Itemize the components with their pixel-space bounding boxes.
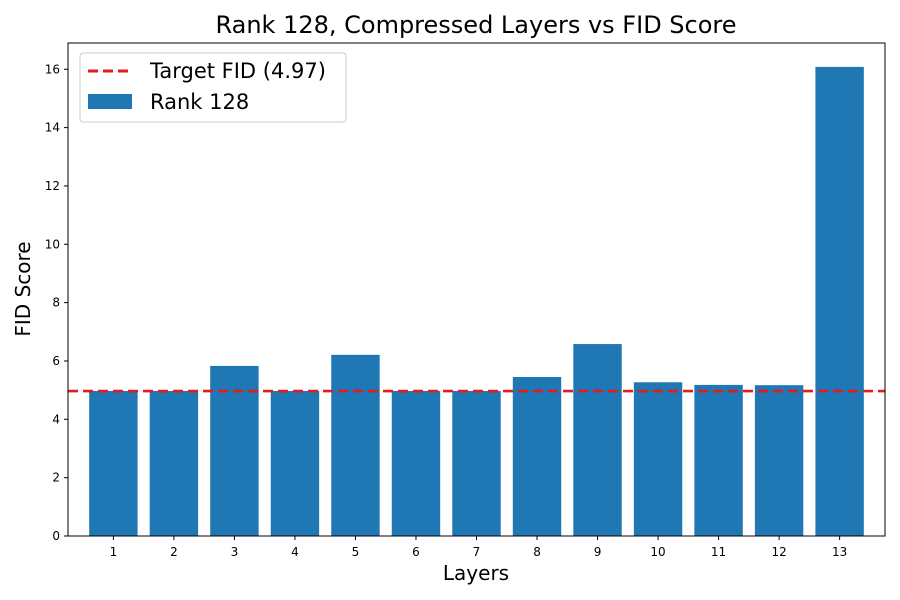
y-tick-label-4: 4 [52, 412, 60, 426]
x-tick-label-5: 5 [352, 545, 360, 559]
bar-layer-7 [452, 391, 501, 536]
legend: Target FID (4.97) Rank 128 [79, 52, 347, 123]
legend-target-label: Target FID (4.97) [149, 59, 326, 83]
bar-layer-4 [270, 391, 320, 536]
legend-rank-swatch [88, 94, 132, 109]
y-tick-label-10: 10 [45, 237, 60, 251]
x-tick-label-9: 9 [594, 545, 602, 559]
legend-rank-label: Rank 128 [150, 90, 249, 114]
bar-layer-6 [391, 391, 441, 536]
y-axis-label: FID Score [11, 241, 35, 336]
y-tick-label-12: 12 [45, 179, 60, 193]
x-tick-label-3: 3 [231, 545, 239, 559]
bar-layer-13 [815, 66, 864, 536]
bar-layer-9 [573, 344, 622, 536]
bar-layer-12 [754, 385, 804, 536]
chart-title: Rank 128, Compressed Layers vs FID Score [215, 11, 736, 39]
bar-layer-8 [512, 377, 562, 536]
x-tick-label-6: 6 [412, 545, 420, 559]
y-tick-label-8: 8 [52, 296, 60, 310]
y-tick-label-2: 2 [52, 471, 60, 485]
x-tick-label-12: 12 [771, 545, 786, 559]
x-tick-label-13: 13 [832, 545, 847, 559]
bar-layer-11 [694, 384, 743, 536]
bar-layer-5 [331, 354, 380, 536]
x-tick-label-1: 1 [110, 545, 118, 559]
bar-layer-3 [210, 365, 259, 536]
x-axis-label: Layers [443, 561, 509, 585]
x-tick-label-11: 11 [711, 545, 726, 559]
legend-frame [79, 52, 347, 123]
x-tick-label-2: 2 [170, 545, 178, 559]
y-tick-label-0: 0 [52, 529, 60, 543]
y-tick-label-6: 6 [52, 354, 60, 368]
x-tick-label-7: 7 [473, 545, 481, 559]
y-tick-label-16: 16 [45, 62, 60, 76]
x-tick-label-4: 4 [291, 545, 299, 559]
x-tick-label-10: 10 [650, 545, 665, 559]
bar-layer-2 [149, 391, 199, 536]
x-tick-label-8: 8 [533, 545, 541, 559]
y-tick-label-14: 14 [45, 121, 60, 135]
bar-layer-10 [633, 382, 683, 536]
bar-layer-1 [89, 391, 138, 536]
